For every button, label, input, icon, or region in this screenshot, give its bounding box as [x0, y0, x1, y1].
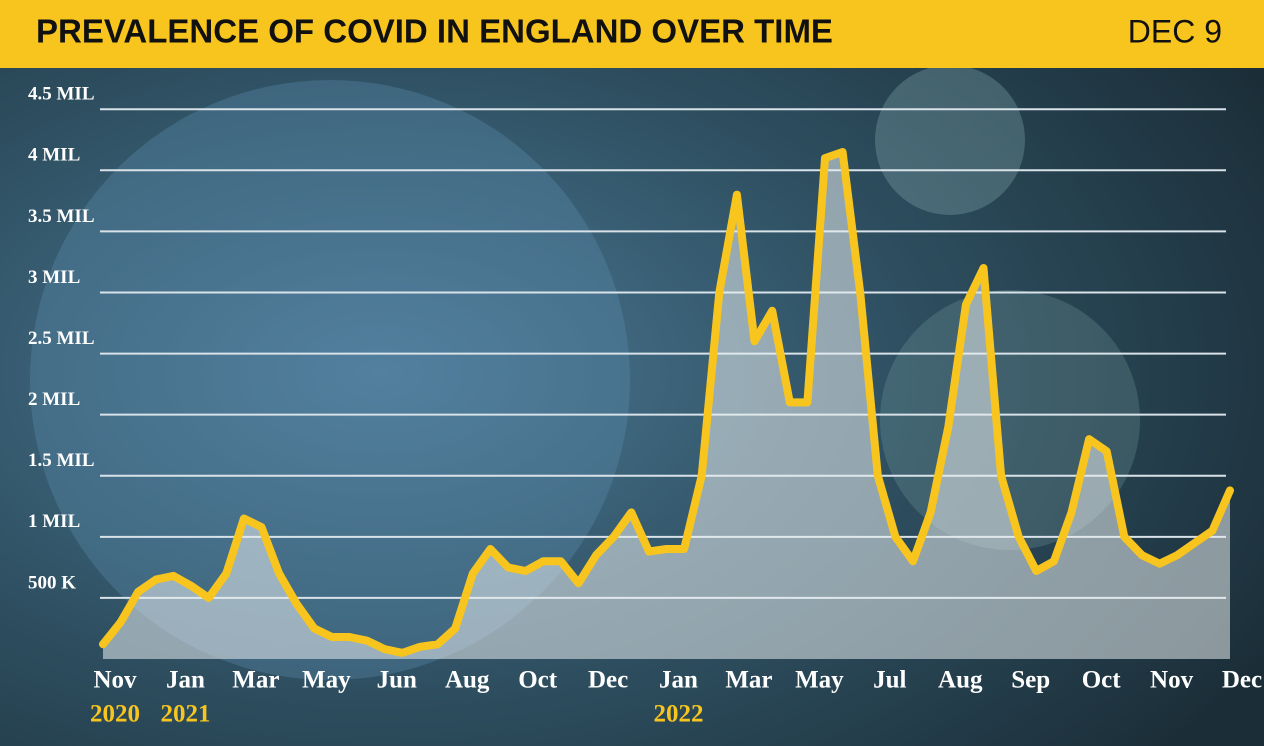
x-tick-label: Aug [938, 667, 983, 694]
x-tick-label: Jan [659, 667, 698, 694]
x-tick-label: Aug [445, 667, 490, 694]
x-tick-label: Jul [873, 667, 906, 694]
line [99, 148, 1234, 657]
year-label: 2021 [160, 701, 210, 728]
y-tick-label: 4 MIL [28, 145, 80, 166]
x-tick-label: Dec [1222, 667, 1262, 694]
year-label: 2020 [90, 701, 140, 728]
x-tick-label: Sep [1011, 667, 1050, 694]
x-tick-label: Mar [232, 667, 279, 694]
x-tick-label: Jan [166, 667, 205, 694]
y-tick-label: 2 MIL [28, 389, 80, 410]
x-tick-label: May [302, 667, 351, 694]
y-tick-label: 1.5 MIL [28, 450, 95, 471]
x-tick-label: Jun [377, 667, 417, 694]
x-tick-label: Oct [1082, 667, 1122, 694]
virus-image [875, 65, 1025, 215]
x-tick-label: May [795, 667, 844, 694]
y-tick-label: 500 K [28, 572, 76, 593]
virus-image [30, 80, 630, 680]
y-tick-label: 4.5 MIL [28, 84, 95, 105]
x-tick-label: Oct [518, 667, 558, 694]
y-tick-label: 3 MIL [28, 267, 80, 288]
x-tick-label: Mar [725, 667, 772, 694]
y-tick-label: 2.5 MIL [28, 328, 95, 349]
area [103, 152, 1230, 659]
y-tick-label: 3.5 MIL [28, 206, 95, 227]
y-tick-label: 1 MIL [28, 511, 80, 532]
chart-subtitle: DEC 9 [1128, 13, 1222, 49]
year-label: 2022 [654, 701, 704, 728]
x-tick-label: Dec [588, 667, 628, 694]
x-tick-label: Nov [93, 667, 137, 694]
chart-title: PREVALENCE OF COVID IN ENGLAND OVER TIME [36, 13, 833, 50]
x-tick-label: Nov [1150, 667, 1194, 694]
title-bar [0, 0, 1264, 68]
